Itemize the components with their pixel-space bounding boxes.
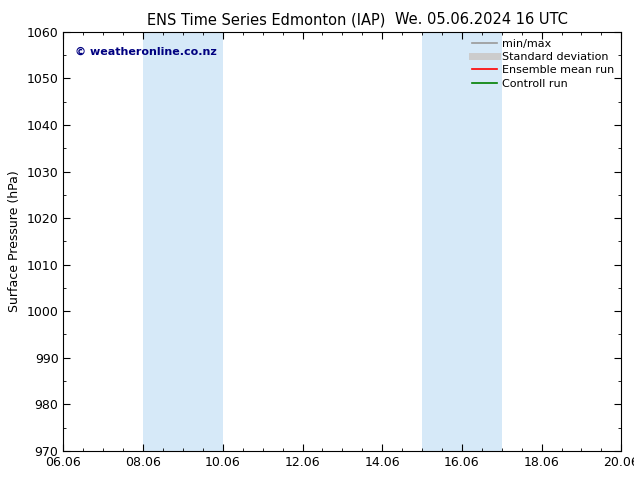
Text: We. 05.06.2024 16 UTC: We. 05.06.2024 16 UTC bbox=[396, 12, 568, 27]
Legend: min/max, Standard deviation, Ensemble mean run, Controll run: min/max, Standard deviation, Ensemble me… bbox=[468, 34, 619, 93]
Bar bbox=[422, 32, 501, 451]
Text: ENS Time Series Edmonton (IAP): ENS Time Series Edmonton (IAP) bbox=[147, 12, 385, 27]
Y-axis label: Surface Pressure (hPa): Surface Pressure (hPa) bbox=[8, 171, 21, 312]
Text: © weatheronline.co.nz: © weatheronline.co.nz bbox=[75, 47, 216, 56]
Bar bbox=[143, 32, 223, 451]
